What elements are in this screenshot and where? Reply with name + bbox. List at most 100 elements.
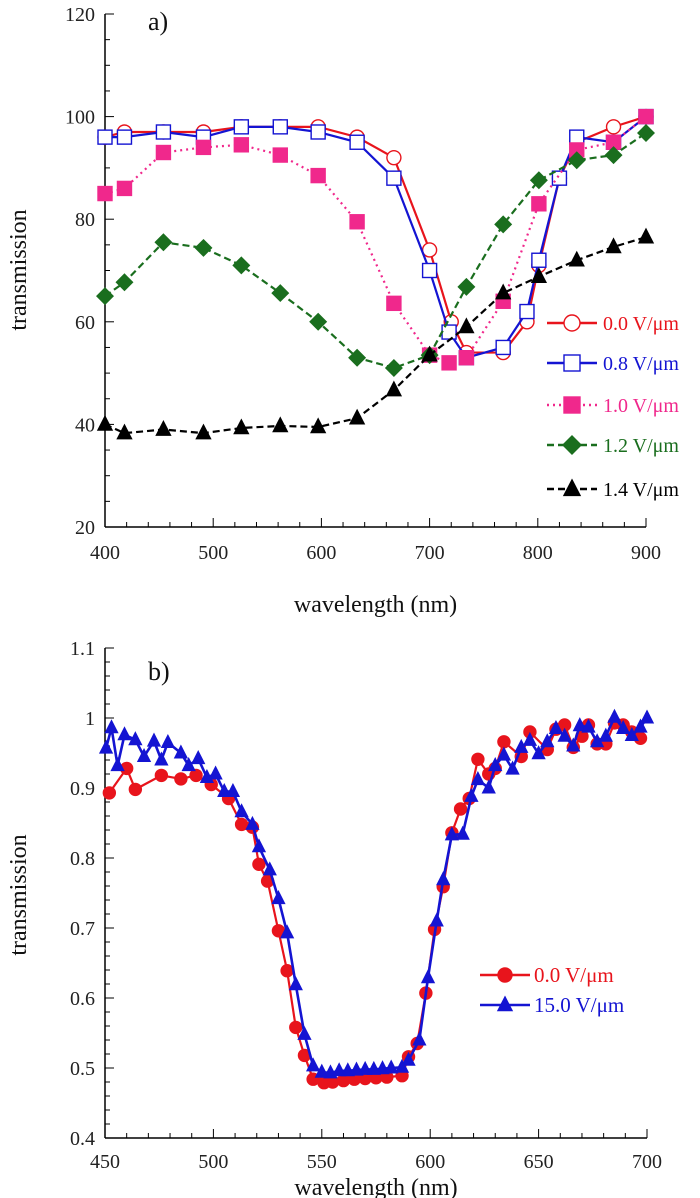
data-point [310, 167, 326, 184]
x-tick-label: 700 [632, 1151, 662, 1173]
legend-entry: 15.0 V/μm [480, 993, 624, 1017]
data-point [155, 420, 172, 436]
data-point [348, 408, 366, 425]
data-point [495, 283, 512, 300]
data-point [234, 817, 249, 832]
legend-marker [563, 314, 581, 332]
y-tick-label: 120 [65, 4, 95, 26]
data-point [128, 782, 143, 797]
data-point [566, 737, 581, 752]
data-point [557, 727, 572, 742]
data-point [481, 779, 496, 794]
data-point [598, 727, 613, 742]
data-point [548, 719, 564, 734]
data-point [272, 119, 288, 135]
data-point [453, 802, 468, 816]
y-tick-label: 60 [75, 312, 95, 334]
data-point [97, 185, 113, 202]
data-point [616, 719, 631, 734]
data-point [116, 423, 133, 440]
data-point [569, 129, 585, 145]
data-point [441, 355, 457, 371]
data-point [366, 1060, 381, 1075]
data-point [155, 124, 172, 140]
data-point [394, 1058, 410, 1073]
data-point [505, 760, 520, 775]
data-point [605, 119, 622, 135]
y-tick-label: 0.5 [70, 1058, 95, 1080]
x-tick-label: 800 [523, 542, 553, 564]
data-point [637, 227, 655, 244]
data-point [102, 786, 117, 800]
data-point [531, 196, 547, 212]
legend-marker [562, 435, 582, 455]
series-1-2-V-m [96, 124, 655, 377]
data-point [280, 964, 294, 978]
data-point [572, 717, 587, 732]
data-point [154, 768, 169, 783]
data-point [195, 423, 212, 440]
x-axis-title: wavelength (nm) [294, 1175, 457, 1198]
panel-b: 450 500 550 600 650 700 0.4 0.5 0.6 0.7 0.8 0.9 1 1.1… [6, 638, 662, 1198]
panel-label: b) [148, 657, 170, 686]
data-point [412, 1031, 427, 1046]
data-point [401, 1051, 416, 1066]
y-tick-label: 1.1 [70, 638, 95, 660]
legend-entry: 1.4 V/μm [547, 478, 679, 501]
data-point [385, 380, 403, 397]
data-point [116, 180, 133, 197]
x-tick-label: 900 [631, 542, 661, 564]
legend-marker [497, 967, 513, 983]
data-point [98, 739, 114, 754]
data-point [110, 757, 125, 772]
x-tick-label: 400 [90, 542, 120, 564]
data-point [458, 350, 475, 366]
data-point [384, 1059, 399, 1074]
x-tick-label: 600 [306, 542, 336, 564]
data-point [191, 750, 206, 765]
data-point [386, 295, 402, 312]
series-1-4-V-m [96, 227, 655, 440]
data-point [336, 1073, 351, 1088]
data-point [289, 1020, 303, 1035]
data-point [232, 256, 251, 275]
data-point [332, 1062, 347, 1077]
series-15-0-V-m [98, 708, 655, 1079]
data-point [540, 733, 555, 748]
data-point [154, 233, 173, 252]
x-tick-label: 450 [90, 1151, 120, 1173]
data-point [288, 976, 303, 991]
data-point [429, 912, 444, 927]
data-point [173, 744, 189, 759]
panel-label: a) [148, 7, 168, 36]
x-tick-label: 650 [524, 1151, 554, 1173]
data-point [607, 708, 622, 723]
data-point [314, 1063, 329, 1078]
data-point [305, 1057, 321, 1072]
data-point [358, 1060, 373, 1075]
y-tick-label: 40 [75, 414, 95, 436]
legend-marker [563, 354, 581, 372]
data-point [455, 825, 470, 840]
legend-label: 0.0 V/μm [534, 963, 614, 987]
data-point [551, 170, 568, 186]
data-point [386, 149, 402, 166]
data-point [272, 416, 289, 433]
legend-label: 1.0 V/μm [603, 395, 679, 417]
data-point [340, 1062, 355, 1077]
legend-entry: 0.0 V/μm [480, 963, 614, 987]
data-point [522, 731, 538, 746]
data-point [375, 1060, 390, 1075]
data-point [519, 303, 535, 320]
data-point [581, 718, 596, 733]
data-point [444, 826, 460, 841]
data-point [349, 214, 365, 230]
data-point [252, 857, 266, 871]
data-point [310, 417, 327, 434]
data-point [96, 414, 114, 431]
legend-entry: 1.0 V/μm [547, 395, 679, 417]
x-tick-label: 500 [198, 1151, 228, 1173]
data-point [349, 1061, 364, 1076]
data-point [457, 277, 476, 296]
